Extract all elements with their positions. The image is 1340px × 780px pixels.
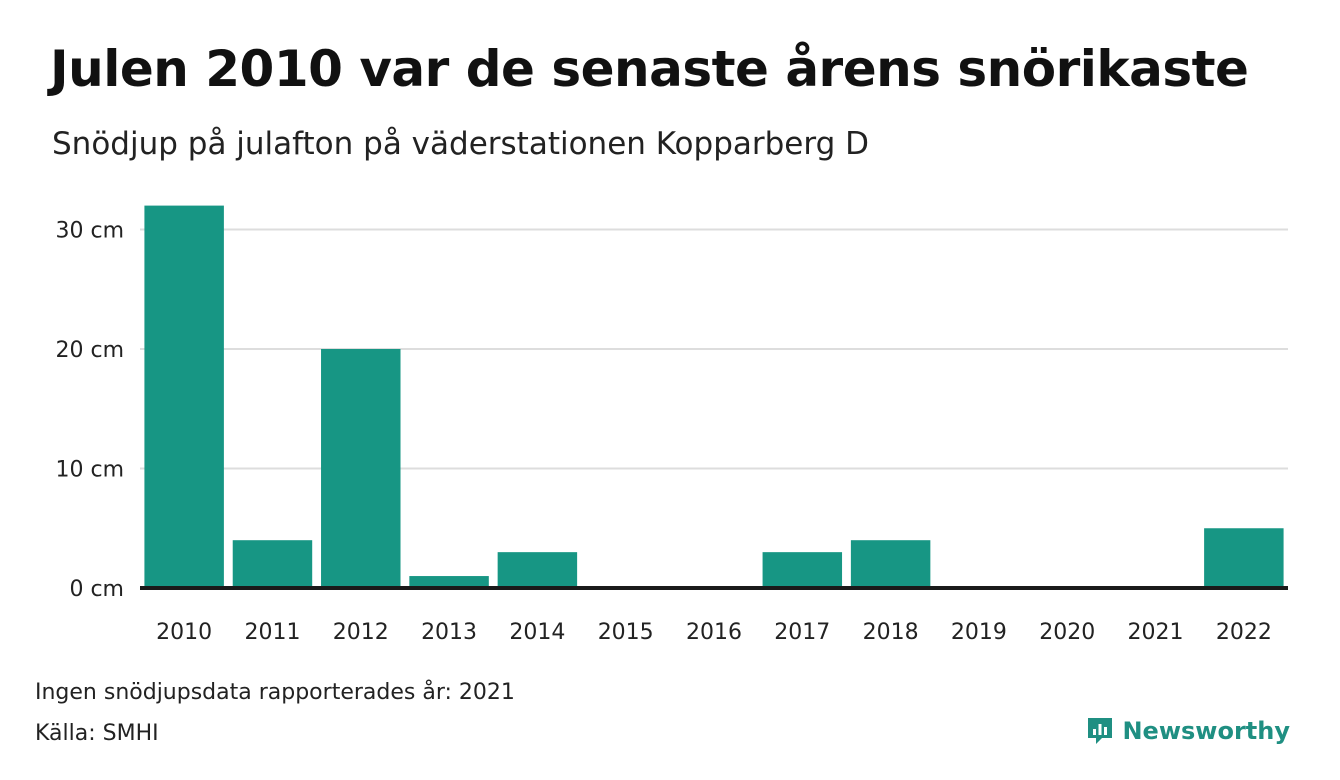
y-tick-label: 10 cm xyxy=(55,458,124,483)
chart-subtitle: Snödjup på julafton på väderstationen Ko… xyxy=(52,126,869,162)
x-axis-tick-labels: 2010 2011 2012 2013 2014 2015 2016 2017 2018 2019… xyxy=(156,620,1272,645)
source-credit: Källa: SMHI xyxy=(35,721,159,746)
x-tick-label: 2019 xyxy=(951,620,1007,645)
bar-2022 xyxy=(1204,528,1284,588)
bar-2011 xyxy=(232,540,313,588)
x-tick-label: 2020 xyxy=(1039,620,1095,645)
newsworthy-logo-icon xyxy=(1088,718,1113,744)
y-tick-label: 0 cm xyxy=(69,577,124,602)
x-tick-label: 2014 xyxy=(509,620,565,645)
bar-2012 xyxy=(321,349,401,588)
gridlines xyxy=(140,228,1288,470)
y-tick-label: 20 cm xyxy=(55,338,124,363)
footnote-missing-data: Ingen snödjupsdata rapporterades år: 202… xyxy=(35,680,515,705)
chart-title: Julen 2010 var de senaste årens snörikas… xyxy=(50,40,1249,98)
x-tick-label: 2022 xyxy=(1216,620,1272,645)
y-axis-tick-labels: 0 cm 10 cm 20 cm 30 cm xyxy=(55,219,124,603)
x-tick-label: 2013 xyxy=(421,620,477,645)
brand-logo: Newsworthy xyxy=(1086,716,1290,746)
x-tick-label: 2017 xyxy=(774,620,830,645)
bar-chart: 0 cm 10 cm 20 cm 30 cm 2010 2011 2012 2013 2014… xyxy=(55,205,1288,645)
bar-2014 xyxy=(497,552,578,588)
bar-2017 xyxy=(762,552,843,588)
brand-name: Newsworthy xyxy=(1122,717,1290,745)
x-tick-label: 2012 xyxy=(333,620,389,645)
bar-2010 xyxy=(144,205,224,588)
x-tick-label: 2021 xyxy=(1128,620,1184,645)
x-tick-label: 2010 xyxy=(156,620,212,645)
bar-2018 xyxy=(850,540,931,588)
x-tick-label: 2015 xyxy=(598,620,654,645)
x-tick-label: 2011 xyxy=(244,620,300,645)
y-tick-label: 30 cm xyxy=(55,219,124,244)
bar-2013 xyxy=(409,576,489,588)
x-tick-label: 2016 xyxy=(686,620,742,645)
x-tick-label: 2018 xyxy=(863,620,919,645)
bars xyxy=(144,205,1284,588)
